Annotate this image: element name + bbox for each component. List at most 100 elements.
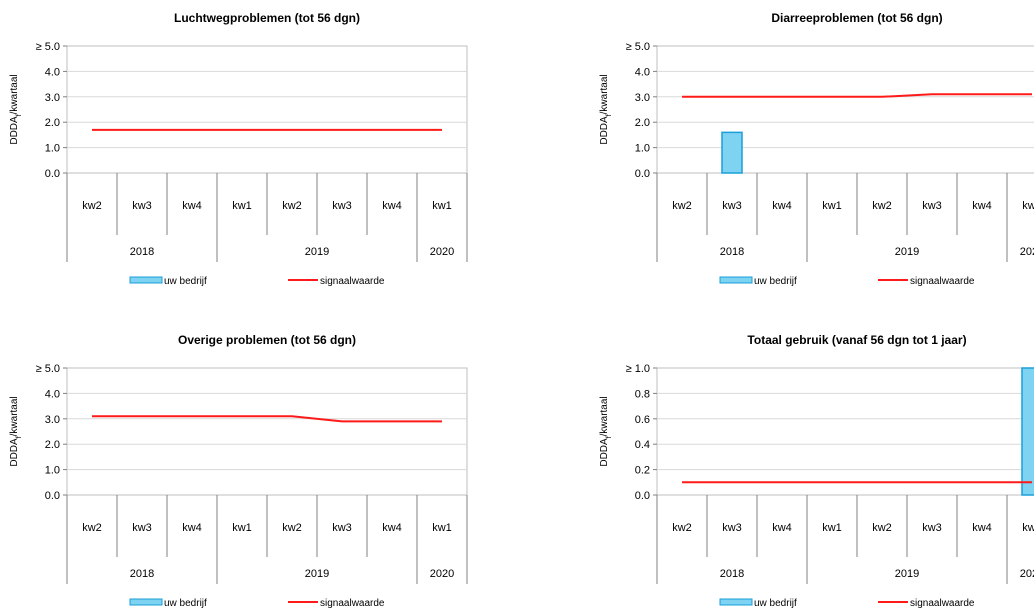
plot-area (66, 367, 468, 496)
y-tick-label: 0.0 (635, 168, 650, 180)
y-tick-label: 4.0 (45, 66, 60, 78)
y-tick-label: 3.0 (635, 92, 650, 104)
chart-svg: Totaal gebruik (vanaf 56 dgn tot 1 jaar)… (599, 333, 1034, 609)
y-tick-label: ≥ 5.0 (36, 363, 60, 375)
x-tick-label: kw4 (182, 522, 202, 534)
x-tick-label: kw4 (772, 200, 792, 212)
x-tick-label: kw4 (772, 522, 792, 534)
chart-svg: Luchtwegproblemen (tot 56 dgn) 0.0 1.0 2.0 3… (9, 11, 468, 287)
y-tick-label: 0.4 (635, 439, 650, 451)
x-tick-label: kw3 (332, 200, 352, 212)
year-label: 2020 (1020, 568, 1034, 580)
year-label: 2018 (130, 246, 154, 258)
x-tick-label: kw1 (432, 522, 452, 534)
x-tick-label: kw2 (82, 200, 102, 212)
series-line-signaalwaarde (92, 415, 442, 423)
plot-area (656, 45, 1034, 174)
x-tick-label: kw2 (872, 522, 892, 534)
plot-area (66, 45, 468, 174)
chart-title: Totaal gebruik (vanaf 56 dgn tot 1 jaar) (747, 333, 966, 347)
year-label: 2019 (895, 568, 919, 580)
plot-area (656, 367, 1034, 496)
y-tick-label: 0.0 (635, 490, 650, 502)
year-label: 2019 (895, 246, 919, 258)
y-tick-label: 2.0 (45, 117, 60, 129)
x-tick-label: kw4 (382, 200, 402, 212)
y-axis-label: DDDAf/kwartaal (9, 396, 23, 466)
y-tick-label: 0.6 (635, 414, 650, 426)
year-label: 2018 (130, 568, 154, 580)
y-tick-label: 1.0 (45, 143, 60, 155)
y-tick-label: 2.0 (635, 117, 650, 129)
year-label: 2018 (720, 246, 744, 258)
chart-svg: Diarreeproblemen (tot 56 dgn) 0.0 1.0 2.0 3.… (599, 11, 1034, 287)
x-tick-label: kw2 (282, 200, 302, 212)
legend-swatch-bar (129, 598, 163, 606)
x-tick-label: kw3 (132, 522, 152, 534)
x-tick-label: kw1 (232, 200, 252, 212)
legend-label: uw bedrijf (754, 598, 797, 609)
x-tick-label: kw1 (432, 200, 452, 212)
legend-label: uw bedrijf (164, 598, 207, 609)
x-tick-label: kw4 (382, 522, 402, 534)
x-tick-label: kw1 (232, 522, 252, 534)
chart-title: Luchtwegproblemen (tot 56 dgn) (174, 11, 360, 25)
legend-label: signaalwaarde (320, 276, 385, 287)
y-tick-label: 3.0 (45, 414, 60, 426)
legend-swatch-bar (129, 276, 163, 284)
x-tick-label: kw2 (872, 200, 892, 212)
x-tick-label: kw2 (672, 200, 692, 212)
x-tick-label: kw1 (1022, 200, 1034, 212)
y-axis-label: DDDAf/kwartaal (599, 396, 613, 466)
y-tick-label: 3.0 (45, 92, 60, 104)
legend-label: uw bedrijf (164, 276, 207, 287)
year-label: 2019 (305, 246, 329, 258)
y-tick-label: 1.0 (45, 465, 60, 477)
x-tick-label: kw1 (1022, 522, 1034, 534)
x-tick-label: kw4 (972, 522, 992, 534)
year-label: 2020 (430, 568, 454, 580)
y-tick-label: 1.0 (635, 143, 650, 155)
chart-panel-luchtweg: Luchtwegproblemen (tot 56 dgn) 0.0 1.0 2.0 3… (0, 0, 470, 300)
legend-label: signaalwaarde (910, 598, 975, 609)
bar (1021, 367, 1034, 496)
chart-panel-overige: Overige problemen (tot 56 dgn) 0.0 1.0 2.0 3… (0, 322, 470, 615)
y-tick-label: 0.2 (635, 465, 650, 477)
y-tick-label: 0.0 (45, 168, 60, 180)
y-tick-label: 4.0 (635, 66, 650, 78)
series-line-signaalwaarde (682, 93, 1032, 98)
x-tick-label: kw3 (922, 200, 942, 212)
x-tick-label: kw1 (822, 522, 842, 534)
chart-panel-totaal: Totaal gebruik (vanaf 56 dgn tot 1 jaar)… (590, 322, 1034, 615)
y-tick-label: 2.0 (45, 439, 60, 451)
chart-title: Overige problemen (tot 56 dgn) (178, 333, 356, 347)
y-tick-label: ≥ 1.0 (626, 363, 650, 375)
legend-swatch-bar (719, 276, 753, 284)
x-tick-label: kw2 (82, 522, 102, 534)
legend-label: uw bedrijf (754, 276, 797, 287)
legend-label: signaalwaarde (910, 276, 975, 287)
x-tick-label: kw3 (922, 522, 942, 534)
chart-title: Diarreeproblemen (tot 56 dgn) (771, 11, 942, 25)
chart-svg: Overige problemen (tot 56 dgn) 0.0 1.0 2.0 3… (9, 333, 468, 609)
year-label: 2020 (1020, 246, 1034, 258)
x-tick-label: kw1 (822, 200, 842, 212)
legend-label: signaalwaarde (320, 598, 385, 609)
y-tick-label: 0.8 (635, 388, 650, 400)
y-tick-label: ≥ 5.0 (626, 41, 650, 53)
x-tick-label: kw3 (132, 200, 152, 212)
y-tick-label: 4.0 (45, 388, 60, 400)
x-tick-label: kw3 (722, 522, 742, 534)
x-tick-label: kw4 (182, 200, 202, 212)
year-label: 2020 (430, 246, 454, 258)
y-axis-label: DDDAf/kwartaal (9, 74, 23, 144)
x-tick-label: kw2 (672, 522, 692, 534)
y-axis-label: DDDAf/kwartaal (599, 74, 613, 144)
legend-swatch-bar (719, 598, 753, 606)
x-tick-label: kw3 (332, 522, 352, 534)
x-tick-label: kw3 (722, 200, 742, 212)
year-label: 2018 (720, 568, 744, 580)
year-label: 2019 (305, 568, 329, 580)
y-tick-label: 0.0 (45, 490, 60, 502)
